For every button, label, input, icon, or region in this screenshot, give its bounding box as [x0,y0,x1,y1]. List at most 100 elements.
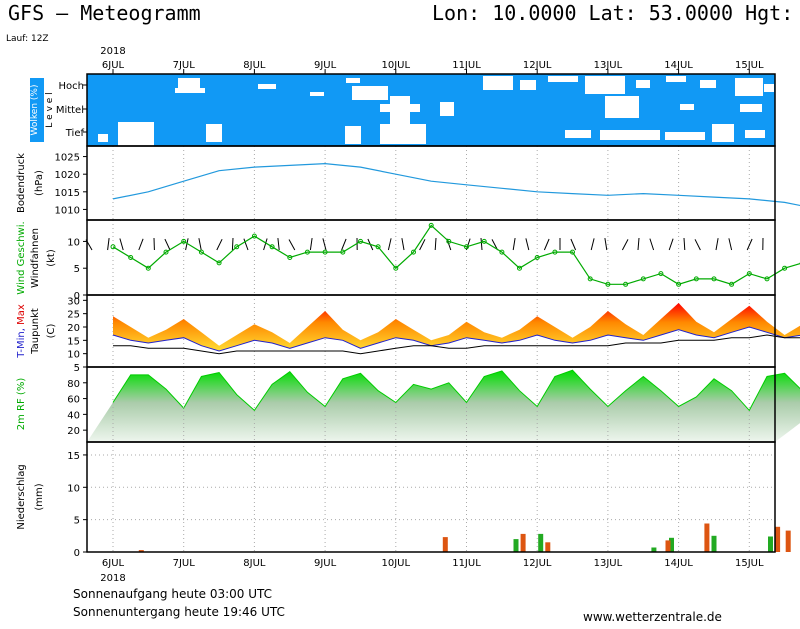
wind-vane [139,239,143,250]
y-tick-label: 1020 [55,170,80,181]
y-tick-label: 25 [67,310,80,321]
wind-vane [264,239,268,251]
y-tick-label: 5 [74,516,80,527]
y-tick-label: 15 [67,451,80,462]
cloud-gap [380,104,420,112]
sunrise-text: Sonnenaufgang heute 03:00 UTC [73,587,272,601]
wind-vane [388,238,391,250]
day-label-bottom: 8JUL [243,558,266,569]
precip-bar [768,537,773,553]
wind-vane [605,238,607,250]
cloud-gap [520,80,536,90]
cloud-gap [665,132,705,140]
dewpoint-axis-label: Taupunkt [30,308,41,355]
coordinates: Lon: 10.0000 Lat: 53.0000 Hgt: 8 [432,1,800,25]
page-title: GFS – Meteogramm [8,1,201,25]
y-tick-label: 20 [67,323,80,334]
precip-bar [545,542,550,552]
level-axis-label: L e v e l [45,92,55,127]
cloud-gap [740,104,762,112]
y-tick-label: 30 [67,296,80,307]
wind-vane [199,238,201,250]
year-top: 2018 [100,46,125,57]
cloud-gap [118,122,154,146]
pressure-axis-label: Bodendruck [16,153,27,213]
precip-bar [443,537,448,552]
cloud-gap [352,86,388,100]
cloud-gap [345,126,361,144]
wind-vane [669,239,673,250]
y-tick-label: 10 [67,483,80,494]
cloud-gap [440,102,454,116]
cloud-gap [483,76,513,90]
day-label-bottom: 7JUL [173,558,196,569]
cloud-level-label: Tief [65,128,85,139]
humidity-area [87,370,800,442]
y-tick-label: 20 [67,426,80,437]
precip-axis-label: Niederschlag [16,464,27,529]
day-label-bottom: 15JUL [735,558,764,569]
temperature-unit-label: (C) [46,324,57,339]
wind-vane [289,240,295,251]
wind-vane [513,238,515,250]
wind-axis-label: Wind Geschwi. [16,221,27,294]
cloud-gap [712,124,734,142]
wind-vane [278,238,279,250]
cloud-gap [565,130,591,138]
wind-vane [684,238,685,250]
day-label-bottom: 12JUL [523,558,552,569]
precip-bar [712,536,717,552]
cloud-gap [680,104,694,110]
y-tick-label: 5 [74,363,80,374]
wind-vane [650,239,654,250]
wind-vane [402,238,404,250]
y-tick-label: 10 [67,350,80,361]
cloud-gap [600,130,660,140]
wind-vane [108,238,110,250]
wind-vane [622,239,628,250]
cloud-gap [346,78,360,83]
website-link[interactable]: www.wetterzentrale.de [583,610,722,624]
y-tick-label: 60 [67,395,80,406]
day-label-bottom: 6JUL [102,558,125,569]
day-label-bottom: 14JUL [664,558,693,569]
pressure-line [113,164,800,210]
precip-bar [521,534,526,552]
temperature-band [113,303,800,351]
y-tick-label: 0 [74,548,80,559]
cloud-gap [380,124,426,144]
wind-vane [716,238,718,250]
wind-vane [232,238,233,250]
wind-vane [729,238,732,250]
model-run: Lauf: 12Z [6,34,49,44]
panel-border [87,442,775,552]
precip-bar [775,527,780,552]
humidity-axis-label: 2m RF (%) [16,378,27,431]
wind-vane [165,239,170,250]
wind-vane [435,238,436,250]
cloud-gap [258,84,276,89]
sunset-text: Sonnenuntergang heute 19:46 UTC [73,605,285,619]
day-label-bottom: 13JUL [594,558,623,569]
wind-vane [526,238,529,250]
wind-unit-label: (kt) [46,249,57,267]
windvane-axis-label: Windfahnen [30,228,41,288]
cloud-gap [745,130,765,138]
cloud-axis-label: Wolken (%) [30,85,40,136]
cloud-level-label: Mittel [56,105,84,116]
precip-unit-label: (mm) [34,483,45,510]
panel-border [87,146,775,220]
y-tick-label: 40 [67,410,80,421]
precip-bar [666,540,671,552]
cloud-gap [310,92,324,96]
cloud-gap [636,80,650,88]
cloud-gap [98,134,108,142]
y-tick-label: 80 [67,379,80,390]
cloud-gap [666,76,686,82]
wind-vane [571,239,576,250]
precip-bar [514,539,519,552]
pressure-unit-label: (hPa) [34,170,45,196]
wind-vane [591,238,594,250]
wind-vane [217,239,222,250]
